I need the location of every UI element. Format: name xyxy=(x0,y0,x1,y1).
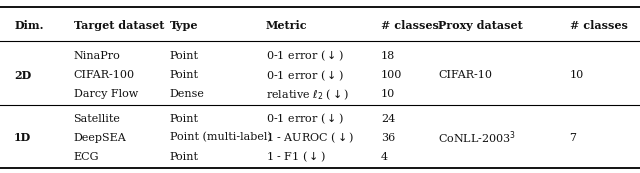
Text: # classes: # classes xyxy=(570,20,627,31)
Text: Satellite: Satellite xyxy=(74,113,120,124)
Text: Proxy dataset: Proxy dataset xyxy=(438,20,523,31)
Text: 0-1 error ($\downarrow$): 0-1 error ($\downarrow$) xyxy=(266,111,344,126)
Text: Point: Point xyxy=(170,70,198,80)
Text: # classes: # classes xyxy=(381,20,438,31)
Text: relative $\ell_2$ ($\downarrow$): relative $\ell_2$ ($\downarrow$) xyxy=(266,87,349,102)
Text: 1D: 1D xyxy=(14,132,31,143)
Text: Target dataset: Target dataset xyxy=(74,20,164,31)
Text: 10: 10 xyxy=(570,70,584,80)
Text: 36: 36 xyxy=(381,133,395,143)
Text: 18: 18 xyxy=(381,51,395,61)
Text: 1 - F1 ($\downarrow$): 1 - F1 ($\downarrow$) xyxy=(266,149,325,164)
Text: NinaPro: NinaPro xyxy=(74,51,120,61)
Text: CIFAR-10: CIFAR-10 xyxy=(438,70,492,80)
Text: Dense: Dense xyxy=(170,89,204,99)
Text: 7: 7 xyxy=(570,133,577,143)
Text: 24: 24 xyxy=(381,113,395,124)
Text: 2D: 2D xyxy=(14,70,31,81)
Text: 4: 4 xyxy=(381,152,388,162)
Text: Point: Point xyxy=(170,113,198,124)
Text: Metric: Metric xyxy=(266,20,307,31)
Text: 10: 10 xyxy=(381,89,395,99)
Text: Point: Point xyxy=(170,51,198,61)
Text: Type: Type xyxy=(170,20,198,31)
Text: 0-1 error ($\downarrow$): 0-1 error ($\downarrow$) xyxy=(266,68,344,83)
Text: 100: 100 xyxy=(381,70,402,80)
Text: Point (multi-label): Point (multi-label) xyxy=(170,132,271,143)
Text: Dim.: Dim. xyxy=(14,20,44,31)
Text: ECG: ECG xyxy=(74,152,99,162)
Text: CoNLL-2003$^3$: CoNLL-2003$^3$ xyxy=(438,129,516,146)
Text: Point: Point xyxy=(170,152,198,162)
Text: 0-1 error ($\downarrow$): 0-1 error ($\downarrow$) xyxy=(266,49,344,63)
Text: CIFAR-100: CIFAR-100 xyxy=(74,70,135,80)
Text: Darcy Flow: Darcy Flow xyxy=(74,89,138,99)
Text: 1 - AUROC ($\downarrow$): 1 - AUROC ($\downarrow$) xyxy=(266,130,354,145)
Text: DeepSEA: DeepSEA xyxy=(74,133,126,143)
